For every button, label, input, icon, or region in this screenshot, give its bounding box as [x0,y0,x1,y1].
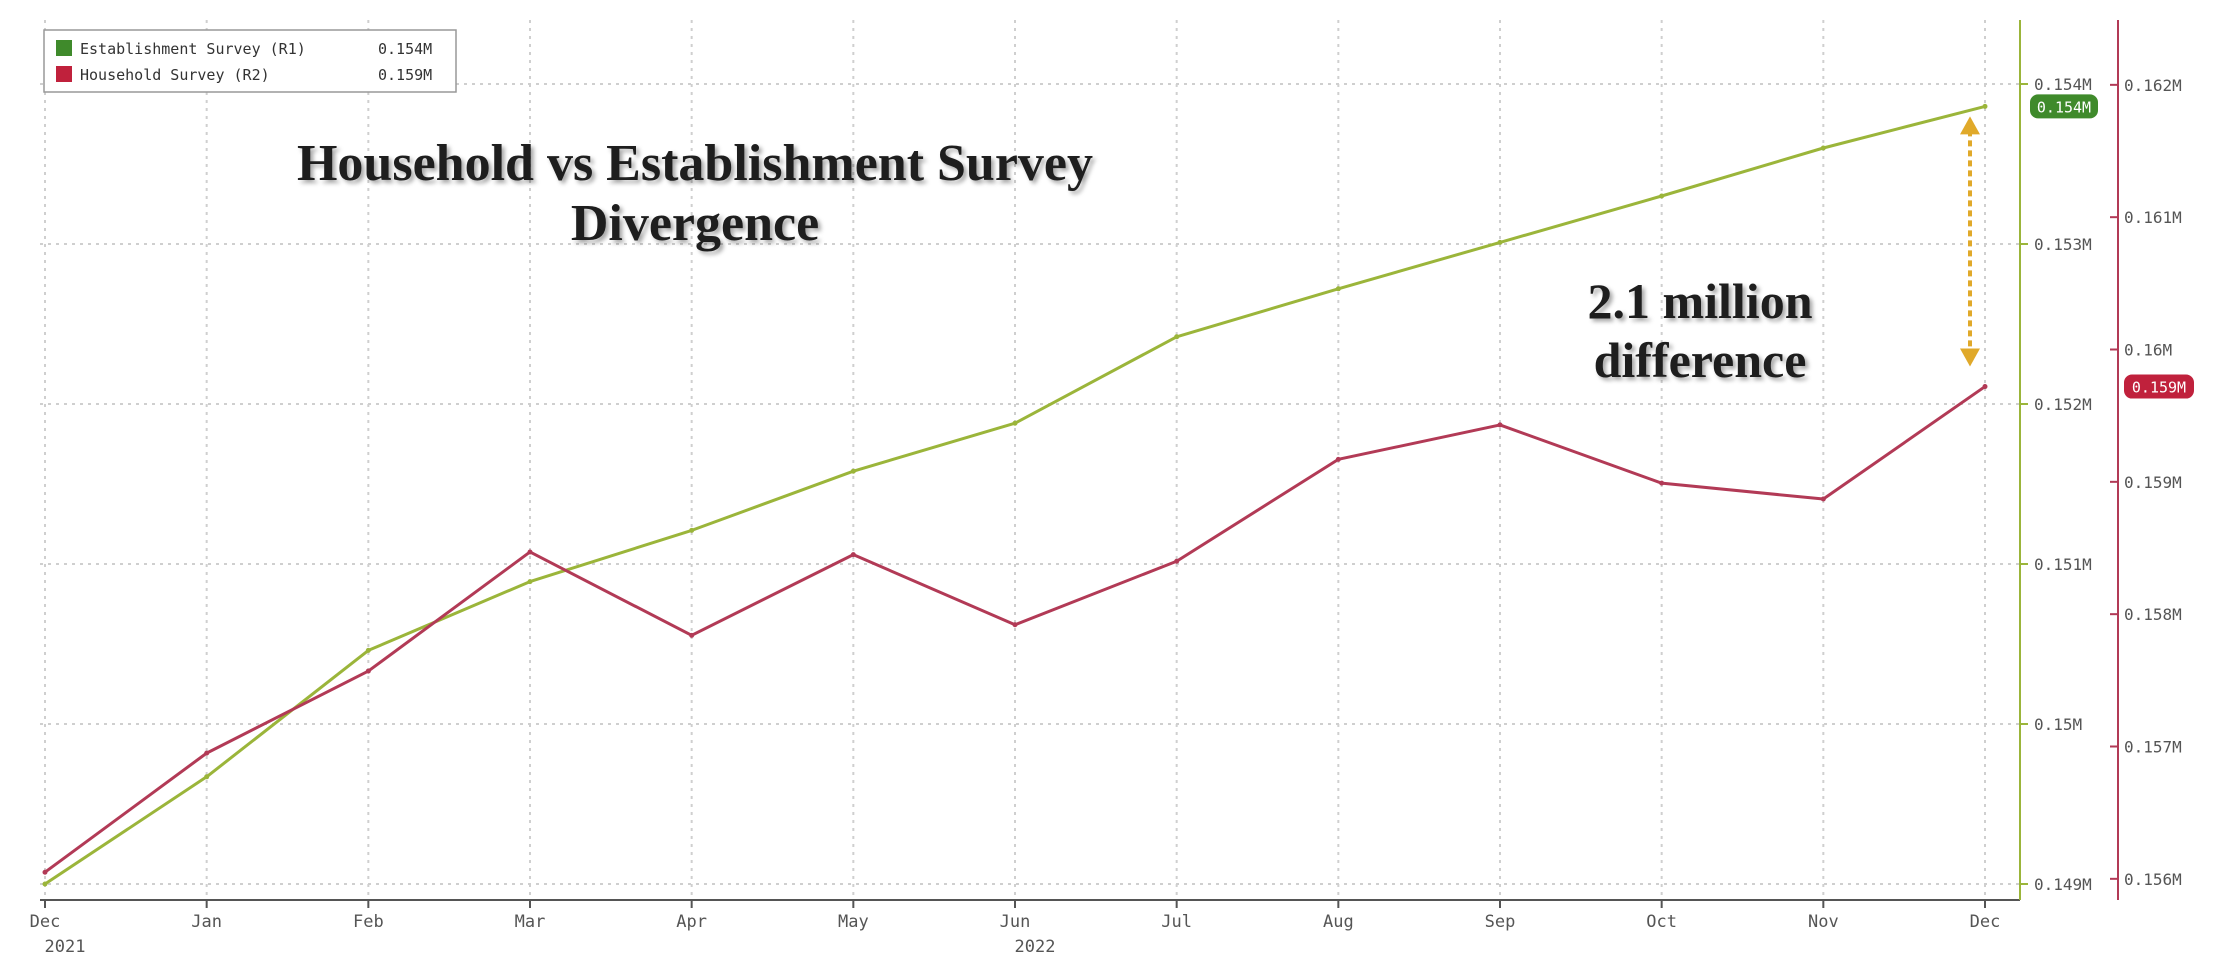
right-axis-tick-label: 0.159M [2124,473,2182,492]
legend: Establishment Survey (R1) 0.154M Househo… [43,29,457,93]
legend-box [43,29,457,93]
data-point [527,579,533,585]
data-point [1982,103,1988,109]
x-axis-tick-label: Nov [1808,912,1839,932]
data-point [850,468,856,474]
data-point [204,750,210,756]
left-axis-tick-label: 0.151M [2034,555,2092,574]
data-point [1335,286,1341,292]
data-point [1659,480,1665,486]
difference-arrow-head-top [1960,116,1980,135]
annotation-line-1: 2.1 million [1587,273,1812,329]
x-axis-tick-label: May [838,912,869,932]
data-point [1335,456,1341,462]
x-axis-tick-label: Sep [1485,912,1516,932]
left-axis-tick-label: 0.153M [2034,235,2092,254]
series-lines: 0.154M 0.159M [42,94,2194,887]
chart-title-line-1: Household vs Establishment Survey [297,135,1093,192]
right-axis-tick-label: 0.161M [2124,208,2182,227]
data-point [1497,422,1503,428]
left-axis-tick-label: 0.149M [2034,875,2092,894]
last-value-tag-household [2124,374,2194,399]
last-value-tag-establishment [2030,94,2098,119]
legend-label-establishment: Establishment Survey (R1) [80,40,306,58]
difference-arrow-head-bottom [1960,348,1980,367]
data-point [1820,145,1826,151]
data-point [365,647,371,653]
legend-swatch-establishment [56,40,72,56]
left-axis-tick-label: 0.154M [2034,75,2092,94]
legend-swatch-household [56,66,72,82]
x-axis-tick-label: Jul [1161,912,1192,932]
legend-label-household: Household Survey (R2) [80,66,270,84]
data-point [1012,420,1018,426]
data-point [42,869,48,875]
chart-title: Household vs Establishment Survey Diverg… [297,135,1093,252]
data-point [689,527,695,533]
right-axis-tick-label: 0.162M [2124,76,2182,95]
x-axis-tick-label: Dec [30,912,61,932]
difference-annotation: 2.1 million difference [1587,273,1812,388]
data-point [1659,193,1665,199]
data-point [689,632,695,638]
data-point [1174,558,1180,564]
chart-title-line-2: Divergence [571,195,819,252]
last-value-label-establishment: 0.154M [2037,98,2091,116]
x-axis-tick-label: Aug [1323,912,1354,932]
difference-arrow [1960,116,1980,367]
x-axis-tick-label: Jan [191,912,222,932]
data-point [1820,496,1826,502]
legend-value-household: 0.159M [378,66,432,84]
x-axis-tick-label: Dec [1970,912,2001,932]
annotation-line-2: difference [1594,332,1807,388]
data-point [204,774,210,780]
x-axis-tick-label: Feb [353,912,384,932]
x-axis-tick-label: Oct [1646,912,1677,932]
data-point [1497,239,1503,245]
last-value-label-household: 0.159M [2132,379,2186,397]
x-axis-tick-label: Apr [676,912,707,932]
right-axis-tick-label: 0.16M [2124,341,2172,360]
x-axis-year-label: 2021 [45,937,86,957]
data-point [1982,384,1988,390]
x-axis-tick-label: Jun [1000,912,1031,932]
right-axis-tick-label: 0.158M [2124,605,2182,624]
legend-value-establishment: 0.154M [378,40,432,58]
data-point [365,668,371,674]
data-point [1174,334,1180,340]
data-point [527,549,533,555]
data-point [1012,622,1018,628]
data-point [850,552,856,558]
right-axis-tick-label: 0.157M [2124,737,2182,756]
axes: 0.149M 0.15M 0.151M 0.152M 0.153M 0.154M 0.156… [30,20,2182,957]
left-axis-tick-label: 0.15M [2034,715,2082,734]
x-axis-year-label: 2022 [1015,937,1056,957]
right-axis-tick-label: 0.156M [2124,870,2182,889]
left-axis-tick-label: 0.152M [2034,395,2092,414]
x-axis-tick-label: Mar [515,912,546,932]
data-point [42,881,48,887]
